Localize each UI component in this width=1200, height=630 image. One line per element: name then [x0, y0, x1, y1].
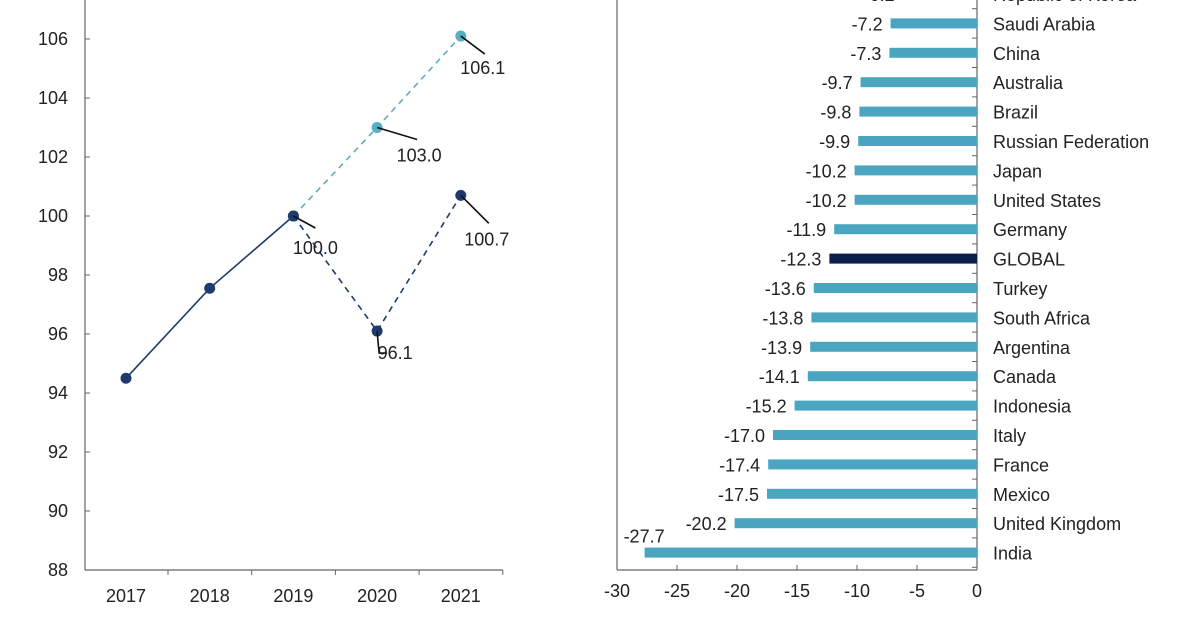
bar-saudi-arabia [890, 18, 977, 29]
category-label: United Kingdom [993, 514, 1121, 534]
category-label: Germany [993, 220, 1067, 240]
category-label: Republic of Korea [993, 0, 1137, 5]
annotation-label: 106.1 [460, 58, 505, 78]
value-label: -20.2 [686, 514, 727, 534]
x-tick-label: -15 [784, 581, 810, 601]
y-tick-label: 90 [48, 501, 68, 521]
category-label: Mexico [993, 485, 1050, 505]
annotation-leader [293, 215, 316, 229]
annotation-leader [376, 126, 418, 141]
value-label: -15.2 [746, 397, 787, 417]
x-tick-label: 2017 [106, 586, 146, 606]
y-tick-label: 102 [38, 147, 68, 167]
y-tick-label: 104 [38, 88, 68, 108]
value-label: -7.2 [852, 14, 883, 34]
bar-japan [854, 165, 977, 176]
value-label: -12.3 [780, 250, 821, 270]
category-label: United States [993, 191, 1101, 211]
bar-turkey [813, 283, 977, 293]
y-tick-label: 88 [48, 560, 68, 580]
x-tick-label: 2020 [357, 586, 397, 606]
bar-india [644, 547, 977, 558]
x-tick-label: 2021 [441, 586, 481, 606]
annotation-label: 96.1 [378, 343, 413, 363]
x-tick-label: -10 [844, 581, 870, 601]
category-label: India [993, 544, 1033, 564]
annotation-label: 100.7 [464, 229, 509, 249]
x-tick-label: -30 [604, 581, 630, 601]
category-label: Turkey [993, 279, 1047, 299]
y-tick-label: 100 [38, 206, 68, 226]
category-label: Japan [993, 161, 1042, 181]
value-label: -9.7 [822, 73, 853, 93]
bar-china [889, 47, 977, 58]
category-label: GLOBAL [993, 250, 1065, 270]
category-label: France [993, 455, 1049, 475]
annotation-leader [376, 330, 388, 354]
value-label: -13.6 [765, 279, 806, 299]
data-point [371, 122, 383, 133]
annotation-label: 103.0 [397, 146, 442, 166]
y-tick-label: 106 [38, 29, 68, 49]
category-label: Argentina [993, 338, 1071, 358]
category-label: Brazil [993, 103, 1038, 123]
annotation-leader [460, 194, 490, 224]
series-line-0 [125, 215, 294, 379]
annotation-leader [460, 35, 486, 55]
category-label: Italy [993, 426, 1026, 446]
category-label: China [993, 44, 1041, 64]
x-tick-label: -25 [664, 581, 690, 601]
bar-italy [773, 430, 977, 440]
x-tick-label: 2019 [273, 586, 313, 606]
bar-france [768, 459, 977, 470]
bar-canada [807, 371, 977, 382]
bar-united-states [854, 194, 977, 205]
y-tick-label: 94 [48, 383, 68, 403]
value-label: -10.2 [806, 161, 847, 181]
bar-germany [834, 224, 977, 235]
value-label: -13.8 [762, 308, 803, 328]
x-tick-label: 0 [972, 581, 982, 601]
value-label: -17.4 [719, 455, 760, 475]
value-label: -6.2 [864, 0, 895, 5]
x-tick-label: -5 [909, 581, 925, 601]
value-label: -17.5 [718, 485, 759, 505]
category-label: Canada [993, 367, 1057, 387]
category-label: Australia [993, 73, 1064, 93]
value-label: -13.9 [761, 338, 802, 358]
bar-united-kingdom [734, 518, 977, 529]
category-label: Indonesia [993, 397, 1072, 417]
series-line-2 [292, 194, 462, 333]
y-tick-label: 96 [48, 324, 68, 344]
value-label: -9.8 [820, 103, 851, 123]
bar-global [829, 253, 977, 264]
value-label: -10.2 [806, 191, 847, 211]
value-label: -7.3 [850, 44, 881, 64]
bar-mexico [767, 488, 977, 499]
value-label: -9.9 [819, 132, 850, 152]
data-point [204, 282, 216, 294]
value-label: -11.9 [786, 220, 826, 240]
y-tick-label: 92 [48, 442, 68, 462]
bar-argentina [810, 341, 977, 352]
value-label: -27.7 [624, 527, 665, 547]
y-tick-label: 98 [48, 265, 68, 285]
category-label: Russian Federation [993, 132, 1149, 152]
data-point [120, 372, 132, 384]
category-label: South Africa [993, 308, 1091, 328]
bar-indonesia [794, 400, 977, 411]
category-label: Saudi Arabia [993, 14, 1096, 34]
bar-brazil [859, 106, 977, 117]
bar-australia [860, 77, 977, 88]
value-label: -14.1 [759, 367, 800, 387]
x-tick-label: 2018 [190, 586, 230, 606]
annotation-label: 100.0 [293, 238, 338, 258]
value-label: -17.0 [724, 426, 765, 446]
bar-russian-federation [858, 136, 977, 146]
x-tick-label: -20 [724, 581, 750, 601]
bar-south-africa [811, 312, 977, 323]
